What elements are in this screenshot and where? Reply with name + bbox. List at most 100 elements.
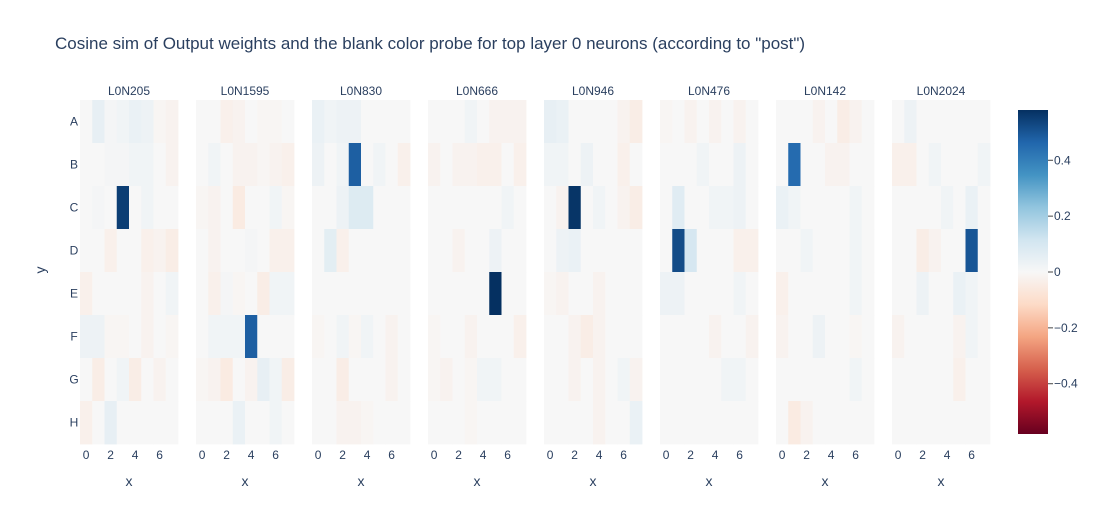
x-tick-label: 2 (687, 448, 694, 462)
heatmap-cell (745, 401, 759, 445)
colorbar-tick-label: −0.2 (1054, 321, 1078, 335)
heatmap-cell (501, 229, 515, 273)
heatmap-cell (129, 229, 142, 273)
heatmap-cell (165, 143, 179, 187)
heatmap-cell (593, 272, 606, 316)
heatmap-cell (129, 186, 142, 230)
heatmap-cell (825, 143, 838, 187)
heatmap-cell (428, 186, 441, 230)
heatmap-cell (428, 143, 441, 187)
heatmap-cell (660, 315, 673, 359)
heatmap-cell (336, 401, 350, 445)
heatmap-cell (336, 229, 350, 273)
panel-title: L0N205 (108, 84, 150, 98)
heatmap-cell (116, 315, 130, 359)
heatmap-cell (733, 315, 747, 359)
heatmap-cell (80, 401, 93, 445)
heatmap-cell (800, 401, 814, 445)
x-axis-title: x (242, 473, 249, 489)
heatmap-cell (892, 229, 905, 273)
heatmap-cell (196, 143, 209, 187)
heatmap-cell (92, 100, 105, 144)
heatmap-cell (904, 100, 917, 144)
heatmap-cell (385, 186, 399, 230)
heatmap-cell (440, 100, 453, 144)
heatmap-cell (324, 401, 337, 445)
heatmap-cell (464, 358, 478, 402)
heatmap-cell (776, 401, 789, 445)
heatmap-cell (568, 229, 582, 273)
x-tick-label: 0 (431, 448, 438, 462)
heatmap-cell (684, 229, 698, 273)
heatmap-cell (428, 401, 441, 445)
heatmap-cell (361, 186, 374, 230)
heatmap-cell (452, 186, 466, 230)
heatmap-cell (825, 401, 838, 445)
heatmap-cell (788, 272, 801, 316)
panel-title: L0N2024 (917, 84, 966, 98)
heatmap-cell (153, 401, 167, 445)
heatmap-cell (397, 186, 411, 230)
heatmap-cell (92, 358, 105, 402)
heatmap-cell (312, 272, 325, 316)
heatmap-cell (568, 143, 582, 187)
heatmap-cell (196, 186, 209, 230)
heatmap-cell (281, 143, 295, 187)
heatmap-cell (477, 186, 490, 230)
heatmap-cell (464, 315, 478, 359)
heatmap-cell (104, 358, 118, 402)
heatmap-cell (373, 401, 386, 445)
heatmap-cell (916, 401, 930, 445)
heatmap-cell (348, 358, 362, 402)
heatmap-cell (660, 100, 673, 144)
heatmap-cell (916, 143, 930, 187)
heatmap-cell (464, 186, 478, 230)
y-tick-label: G (69, 373, 78, 387)
heatmap-cell (580, 186, 594, 230)
heatmap-cell (977, 401, 991, 445)
heatmap-panel: L0N666 0 2 4 6 x (428, 84, 527, 489)
heatmap-cell (617, 401, 631, 445)
heatmap-cell (153, 143, 167, 187)
heatmap-cell (849, 272, 863, 316)
heatmap-cell (941, 100, 954, 144)
heatmap-cell (776, 315, 789, 359)
x-tick-label: 2 (339, 448, 346, 462)
heatmap-cell (745, 272, 759, 316)
heatmap-cell (477, 272, 490, 316)
heatmap-cell (141, 358, 154, 402)
heatmap-cell (788, 143, 801, 187)
heatmap-cell (904, 229, 917, 273)
heatmap-cell (617, 272, 631, 316)
heatmap-cell (165, 186, 179, 230)
heatmap-cell (92, 229, 105, 273)
heatmap-cell (953, 143, 966, 187)
heatmap-cell (452, 315, 466, 359)
heatmap-panel: L0N476 0 2 4 6 x (660, 84, 759, 489)
heatmap-cell (208, 100, 221, 144)
heatmap-cell (605, 143, 618, 187)
heatmap-cell (336, 186, 350, 230)
heatmap-cell (501, 401, 515, 445)
heatmap-cell (196, 272, 209, 316)
heatmap-cell (709, 272, 722, 316)
heatmap-cell (489, 229, 502, 273)
heatmap-cell (544, 143, 557, 187)
heatmap-cell (745, 229, 759, 273)
heatmap-cell (605, 229, 618, 273)
heatmap-cell (477, 143, 490, 187)
heatmap-cell (965, 186, 979, 230)
heatmap-cell (324, 100, 337, 144)
heatmap-cell (232, 186, 246, 230)
heatmap-panel: L0N205 0 2 4 6 x (80, 84, 179, 489)
heatmap-cell (660, 186, 673, 230)
heatmap-cell (513, 143, 527, 187)
heatmap-cell (153, 186, 167, 230)
x-tick-label: 2 (571, 448, 578, 462)
heatmap-cell (953, 401, 966, 445)
heatmap-cell (904, 315, 917, 359)
y-axis-title: y (32, 267, 48, 274)
heatmap-cell (92, 315, 105, 359)
x-tick-label: 2 (919, 448, 926, 462)
heatmap-panel: L0N1595 0 2 4 6 x (196, 84, 295, 489)
